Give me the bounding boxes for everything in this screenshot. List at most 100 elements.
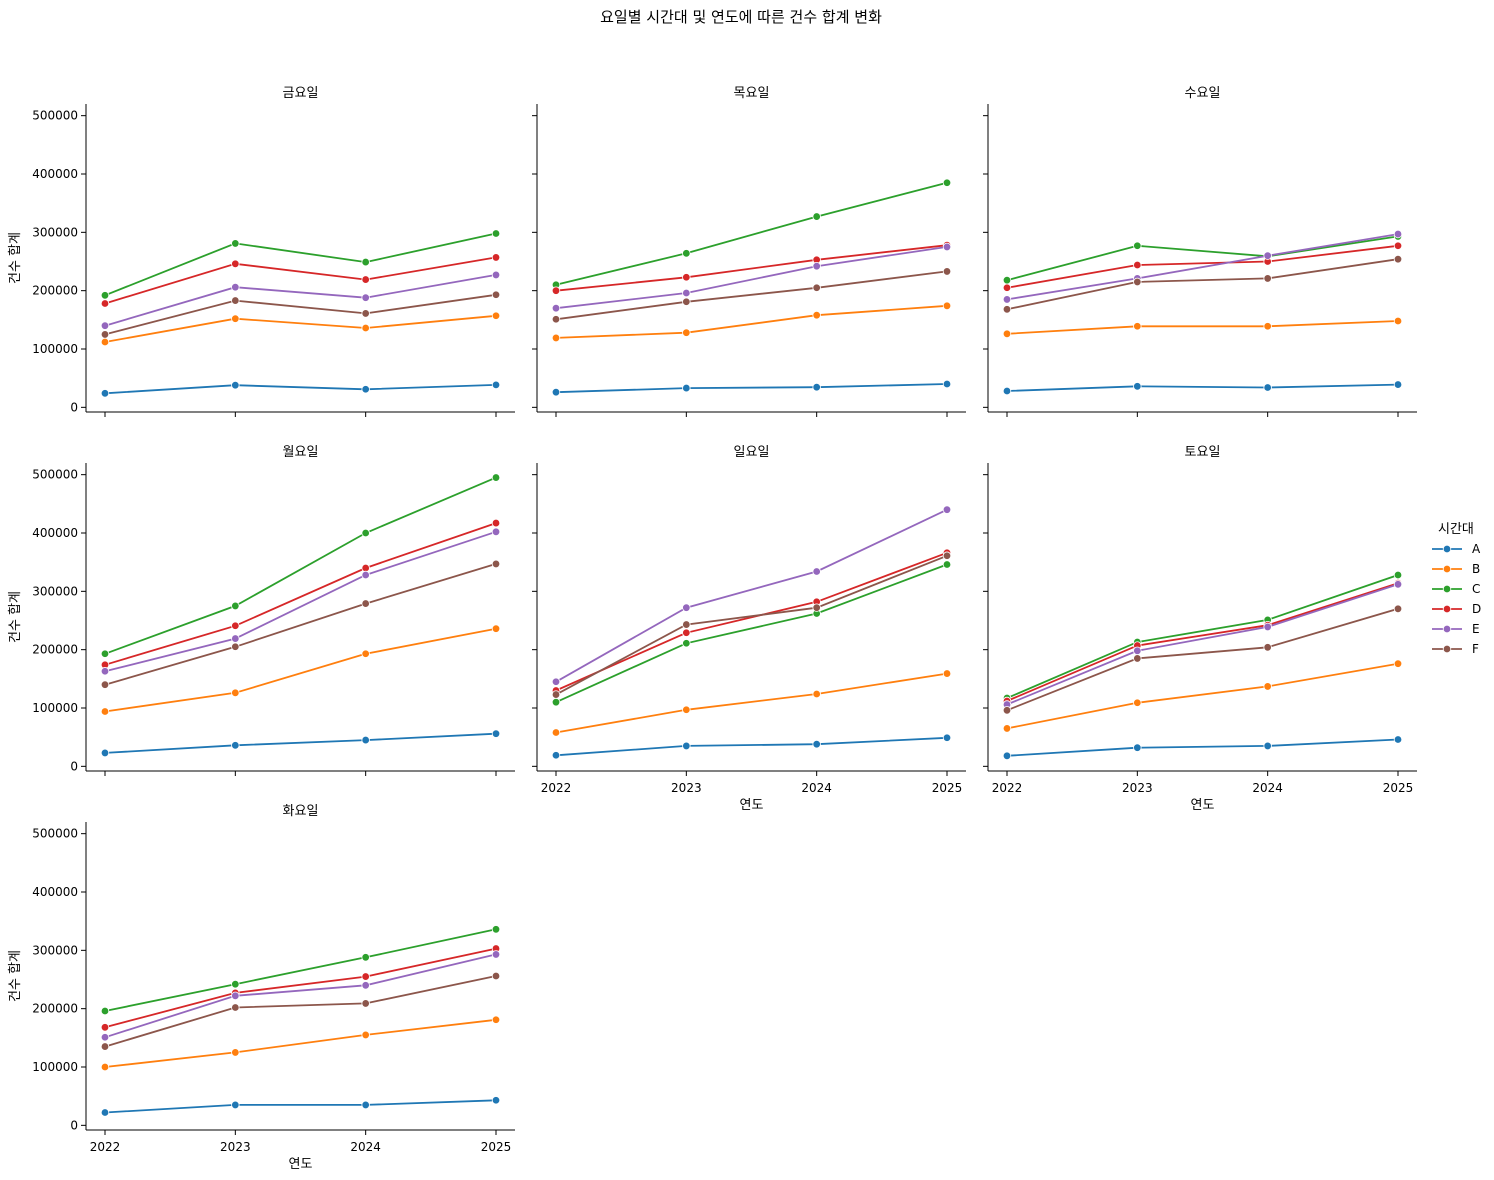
series-line-D [1006,582,1399,702]
data-point-B [1133,698,1142,707]
y-tick-label: 500000 [32,109,78,123]
data-point-B [551,728,561,737]
y-tick-label: 0 [70,1118,78,1132]
x-axis-label: 연도 [740,798,764,813]
series-line-F [1006,607,1399,712]
series-C [551,560,952,707]
legend-label: D [1472,602,1481,616]
data-point-C [551,697,561,707]
y-tick-label: 400000 [32,526,78,540]
data-point-E [361,293,370,302]
data-point-F [551,690,561,699]
data-point-F [361,309,370,318]
panel-2: 목요일 [532,86,966,417]
series-line-A [1006,738,1399,757]
data-point-C [100,649,110,658]
data-point-F [100,680,110,689]
series-B [100,1015,501,1072]
legend-marker [1442,564,1452,574]
data-point-E [491,270,501,280]
data-point-B [100,1062,110,1072]
panel-3: 수요일 [983,86,1417,417]
data-point-D [1133,260,1142,270]
data-point-B [1002,724,1012,733]
series-E [551,242,952,313]
data-point-E [682,288,691,298]
series-line-F [104,975,497,1048]
y-tick-label: 100000 [32,1060,78,1074]
legend-label: C [1472,582,1480,596]
data-point-A [1002,386,1012,396]
y-tick-label: 300000 [32,584,78,598]
series-line-F [104,293,497,336]
data-point-E [812,261,821,271]
series-C [1002,232,1403,285]
data-point-A [100,1108,110,1117]
series-D [551,240,952,295]
data-point-B [812,310,821,320]
data-point-F [812,603,821,612]
data-point-B [1002,329,1012,339]
panel-title: 토요일 [1185,445,1221,460]
data-point-E [551,303,561,313]
data-point-B [1263,682,1272,691]
data-point-E [1002,295,1012,304]
series-line-C [104,232,497,297]
data-point-C [682,639,691,648]
series-A [100,729,501,758]
data-point-B [100,337,110,347]
legend-marker [1442,584,1452,594]
series-D [1002,241,1403,292]
data-point-A [231,1100,240,1110]
data-point-F [231,1003,240,1012]
series-D [1002,578,1403,706]
panel-4: 월요일 0 100000 200000 300000 400000 500000 건수 합계 [8,445,515,776]
data-point-E [1133,646,1142,656]
data-point-A [1393,735,1403,744]
data-point-B [491,1015,501,1024]
data-point-D [361,275,370,284]
series-C [551,178,952,290]
data-point-F [812,283,821,292]
data-point-A [942,733,952,742]
data-point-F [1263,274,1272,283]
y-tick-label: 200000 [32,1002,78,1016]
series-line-C [1006,235,1399,282]
y-tick-label: 0 [70,759,78,773]
data-point-E [1263,251,1272,260]
data-point-A [942,379,952,389]
data-point-B [942,669,952,678]
data-point-C [231,239,240,248]
x-tick-label: 2022 [541,781,572,795]
data-point-F [1002,706,1012,715]
data-point-D [682,273,691,282]
data-point-B [491,311,501,320]
data-point-E [1263,622,1272,632]
series-F [100,971,501,1051]
series-line-F [555,270,948,321]
x-tick-label: 2024 [1252,781,1283,795]
series-F [1002,604,1403,715]
data-point-F [491,290,501,299]
data-point-E [100,667,110,676]
panel-5: 일요일 2022 2023 2024 2025 연도 [532,445,966,813]
data-point-B [361,323,370,333]
data-point-F [231,642,240,651]
series-F [551,267,952,324]
series-C [100,473,501,658]
data-point-C [100,291,110,300]
data-point-A [231,380,240,390]
data-point-F [1393,254,1403,264]
data-point-B [682,328,691,337]
data-point-F [491,559,501,569]
data-point-D [100,299,110,308]
series-line-D [104,947,497,1029]
legend-entry-B: B [1432,562,1480,576]
panel-7: 화요일 0 100000 200000 300000 400000 500000 2022 20… [8,804,515,1172]
series-E [100,527,501,676]
data-point-A [231,741,240,750]
data-point-F [1133,654,1142,663]
legend-marker [1442,644,1452,654]
data-point-F [361,599,370,608]
